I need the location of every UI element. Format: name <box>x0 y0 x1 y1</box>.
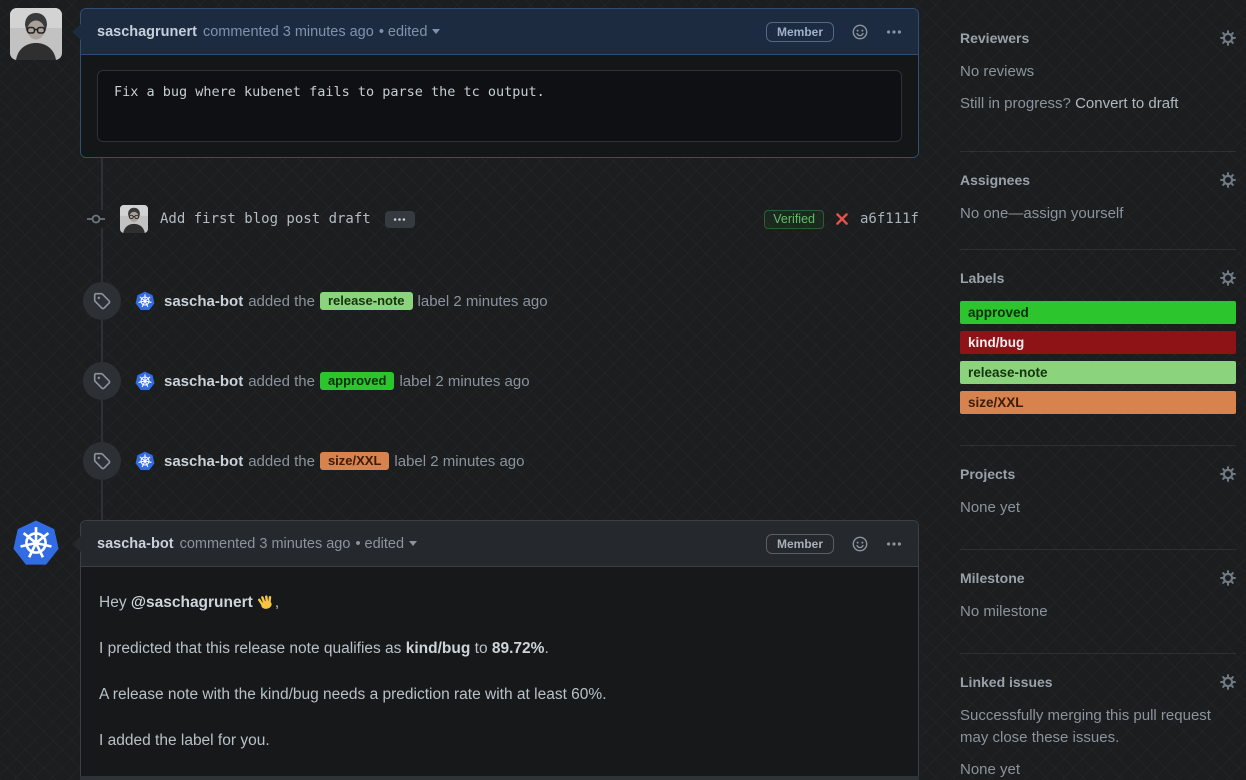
sidebar-label-kind-bug[interactable]: kind/bug <box>960 331 1236 354</box>
sidebar-section-milestone: Milestone No milestone <box>960 550 1236 654</box>
waving-hand-icon <box>257 592 275 610</box>
code-block: Fix a bug where kubenet fails to parse t… <box>97 70 902 142</box>
chevron-down-icon <box>409 541 418 546</box>
label-badge[interactable]: approved <box>319 372 395 390</box>
emoji-reaction-button[interactable] <box>852 536 868 552</box>
verified-badge[interactable]: Verified <box>764 209 824 229</box>
reviewers-hint: Still in progress? Convert to draft <box>960 95 1179 112</box>
emoji-reaction-button[interactable] <box>852 24 868 40</box>
paragraph-prediction: I predicted that this release note quali… <box>99 640 549 657</box>
paragraph-rule: A release note with the kind/bug needs a… <box>99 686 607 703</box>
gear-icon[interactable] <box>1220 30 1236 46</box>
avatar-sascha-bot[interactable] <box>12 519 60 567</box>
sidebar-section-labels: Labels approved kind/bug release-note si… <box>960 250 1236 446</box>
convert-to-draft-link[interactable]: Convert to draft <box>1075 95 1179 112</box>
kebab-menu-button[interactable] <box>886 536 902 552</box>
edited-dropdown[interactable]: • edited <box>355 535 405 552</box>
event-actor[interactable]: sascha-bot <box>164 372 244 390</box>
assignees-empty[interactable]: No one—assign yourself <box>960 205 1124 222</box>
comment-footer-divider <box>80 776 919 780</box>
comment-timestamp: commented 3 minutes ago <box>202 23 374 40</box>
tag-icon <box>83 442 121 480</box>
label-event: sascha-bot added the approved label 2 mi… <box>80 361 919 401</box>
event-suffix: label 2 minutes ago <box>399 372 530 390</box>
member-badge: Member <box>765 533 834 554</box>
gear-icon[interactable] <box>1220 270 1236 286</box>
comment-header: sascha-bot commented 3 minutes ago • edi… <box>72 521 918 567</box>
gear-icon[interactable] <box>1220 172 1236 188</box>
tag-icon <box>83 362 121 400</box>
label-event: sascha-bot added the size/XXL label 2 mi… <box>80 441 919 481</box>
projects-title: Projects <box>960 466 1016 482</box>
sidebar: Reviewers No reviews Still in progress? … <box>960 0 1236 780</box>
sidebar-label-size-xxl[interactable]: size/XXL <box>960 391 1236 414</box>
sidebar-section-projects: Projects None yet <box>960 446 1236 550</box>
sidebar-section-linked-issues: Linked issues Successfully merging this … <box>960 654 1236 780</box>
sidebar-section-assignees: Assignees No one—assign yourself <box>960 152 1236 250</box>
event-action: added the <box>248 372 315 390</box>
commit-message-link[interactable]: Add first blog post draft <box>160 211 371 227</box>
mention-link[interactable]: @saschagrunert <box>130 594 253 611</box>
comment-pointer <box>72 24 81 40</box>
assignees-title: Assignees <box>960 172 1031 188</box>
comment-pointer <box>72 536 81 552</box>
sidebar-label-release-note[interactable]: release-note <box>960 361 1236 384</box>
commit-expand-button[interactable] <box>384 210 415 228</box>
label-event: sascha-bot added the release-note label … <box>80 281 919 321</box>
event-action: added the <box>248 452 315 470</box>
tag-icon <box>83 282 121 320</box>
linked-issues-empty: None yet <box>960 761 1021 778</box>
status-failed-x-icon[interactable] <box>834 211 850 227</box>
comment-saschagrunert: saschagrunert commented 3 minutes ago • … <box>72 8 919 158</box>
milestone-empty: No milestone <box>960 603 1048 620</box>
labels-title: Labels <box>960 270 1005 286</box>
projects-empty: None yet <box>960 499 1021 516</box>
comment-body: Hey @saschagrunert, I predicted that thi… <box>81 567 918 779</box>
paragraph-added: I added the label for you. <box>99 732 270 749</box>
reviewers-empty: No reviews <box>960 63 1035 80</box>
reviewers-title: Reviewers <box>960 30 1030 46</box>
sidebar-section-reviewers: Reviewers No reviews Still in progress? … <box>960 0 1236 152</box>
gear-icon[interactable] <box>1220 466 1236 482</box>
paragraph-greeting: Hey @saschagrunert, <box>99 592 280 611</box>
comment-header: saschagrunert commented 3 minutes ago • … <box>72 9 918 55</box>
commit-event: Add first blog post draft Verified a6f11… <box>80 201 919 237</box>
avatar-saschagrunert[interactable] <box>10 8 62 60</box>
sascha-bot-avatar[interactable] <box>135 291 155 311</box>
event-actor[interactable]: sascha-bot <box>164 292 244 310</box>
gear-icon[interactable] <box>1220 674 1236 690</box>
comment-author[interactable]: sascha-bot <box>97 535 174 552</box>
commit-icon <box>80 210 112 228</box>
comment-sascha-bot: sascha-bot commented 3 minutes ago • edi… <box>72 520 919 780</box>
event-suffix: label 2 minutes ago <box>394 452 525 470</box>
label-badge[interactable]: release-note <box>319 292 413 310</box>
commit-author-avatar[interactable] <box>120 205 148 233</box>
event-suffix: label 2 minutes ago <box>417 292 548 310</box>
chevron-down-icon <box>432 29 441 34</box>
label-badge[interactable]: size/XXL <box>319 452 390 470</box>
commit-hash-link[interactable]: a6f111f <box>859 211 919 227</box>
event-action: added the <box>248 292 315 310</box>
member-badge: Member <box>765 21 834 42</box>
sascha-bot-avatar[interactable] <box>135 451 155 471</box>
linked-issues-title: Linked issues <box>960 674 1053 690</box>
comment-timestamp: commented 3 minutes ago <box>179 535 351 552</box>
edited-dropdown[interactable]: • edited <box>378 23 428 40</box>
timeline-line <box>101 158 103 521</box>
sidebar-label-approved[interactable]: approved <box>960 301 1236 324</box>
kebab-menu-button[interactable] <box>886 24 902 40</box>
comment-author[interactable]: saschagrunert <box>97 23 197 40</box>
sascha-bot-avatar[interactable] <box>135 371 155 391</box>
comment-body: Fix a bug where kubenet fails to parse t… <box>81 55 918 157</box>
linked-issues-desc: Successfully merging this pull request m… <box>960 707 1211 746</box>
milestone-title: Milestone <box>960 570 1025 586</box>
gear-icon[interactable] <box>1220 570 1236 586</box>
event-actor[interactable]: sascha-bot <box>164 452 244 470</box>
